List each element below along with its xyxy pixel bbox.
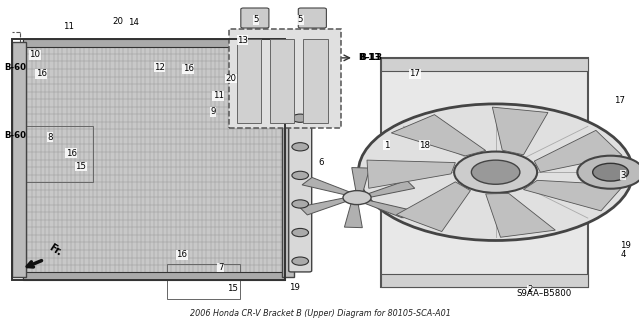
Text: 18: 18 [419, 141, 430, 150]
Text: 5: 5 [298, 15, 303, 24]
Text: 15: 15 [227, 284, 239, 293]
Text: 12: 12 [154, 63, 165, 72]
Polygon shape [300, 197, 348, 215]
Text: 3: 3 [620, 171, 626, 180]
Text: 17: 17 [410, 69, 420, 78]
Circle shape [292, 257, 308, 265]
Text: 4: 4 [620, 250, 626, 259]
Text: 11: 11 [63, 22, 74, 31]
FancyBboxPatch shape [241, 8, 269, 28]
Bar [381, 58, 588, 286]
Bar [237, 39, 261, 123]
Polygon shape [344, 203, 362, 228]
Bar [381, 58, 588, 70]
Polygon shape [486, 193, 556, 237]
Text: 9: 9 [210, 108, 216, 116]
Bar [381, 274, 588, 286]
Text: B-13: B-13 [359, 53, 382, 62]
Circle shape [454, 152, 537, 193]
Text: 1: 1 [384, 141, 389, 150]
Bar [12, 39, 285, 280]
Text: 2006 Honda CR-V Bracket B (Upper) Diagram for 80105-SCA-A01: 2006 Honda CR-V Bracket B (Upper) Diagra… [189, 309, 451, 318]
Text: B-13: B-13 [358, 53, 380, 62]
Text: 2: 2 [527, 285, 533, 294]
Bar [23, 272, 285, 280]
Polygon shape [524, 180, 624, 211]
Text: 8: 8 [47, 133, 53, 142]
Text: 7: 7 [218, 263, 223, 272]
Text: 17: 17 [614, 96, 625, 105]
FancyBboxPatch shape [289, 95, 312, 272]
Bar [282, 42, 294, 277]
Text: 11: 11 [212, 92, 224, 100]
Polygon shape [367, 180, 415, 197]
Polygon shape [367, 160, 455, 188]
Bar [23, 39, 285, 280]
FancyBboxPatch shape [298, 8, 326, 28]
Bar [303, 39, 328, 123]
Polygon shape [363, 200, 412, 218]
Text: 15: 15 [76, 162, 86, 171]
Bar [12, 42, 26, 277]
Text: 16: 16 [182, 64, 194, 73]
Polygon shape [391, 115, 486, 156]
Circle shape [577, 156, 640, 189]
Text: 19: 19 [620, 241, 631, 250]
Text: 10: 10 [29, 50, 40, 59]
Text: Fr.: Fr. [47, 242, 64, 258]
Circle shape [593, 163, 628, 181]
Bar [229, 29, 341, 128]
Text: B-60: B-60 [4, 131, 26, 140]
Circle shape [292, 200, 308, 208]
Text: 16: 16 [66, 149, 77, 158]
Polygon shape [396, 182, 470, 232]
Text: 5: 5 [253, 15, 259, 24]
Circle shape [358, 104, 633, 241]
Circle shape [292, 114, 308, 122]
Circle shape [292, 228, 308, 237]
Polygon shape [352, 167, 370, 193]
Text: 16: 16 [176, 250, 188, 259]
Polygon shape [302, 177, 351, 195]
Text: 20: 20 [225, 74, 237, 83]
Polygon shape [534, 130, 622, 172]
Bar [167, 264, 240, 299]
Circle shape [343, 191, 371, 204]
Text: 20: 20 [113, 17, 124, 26]
Polygon shape [492, 107, 548, 155]
Text: 19: 19 [289, 283, 300, 292]
Circle shape [292, 171, 308, 180]
Bar [23, 126, 93, 182]
Text: 13: 13 [237, 36, 248, 45]
Bar [270, 39, 294, 123]
Bar [23, 39, 285, 47]
Text: B-60: B-60 [4, 63, 26, 72]
Text: 16: 16 [36, 69, 47, 78]
Text: S9AA–B5800: S9AA–B5800 [516, 289, 572, 298]
Circle shape [471, 160, 520, 184]
Text: 14: 14 [129, 19, 140, 27]
Circle shape [292, 143, 308, 151]
Text: 6: 6 [319, 158, 324, 167]
